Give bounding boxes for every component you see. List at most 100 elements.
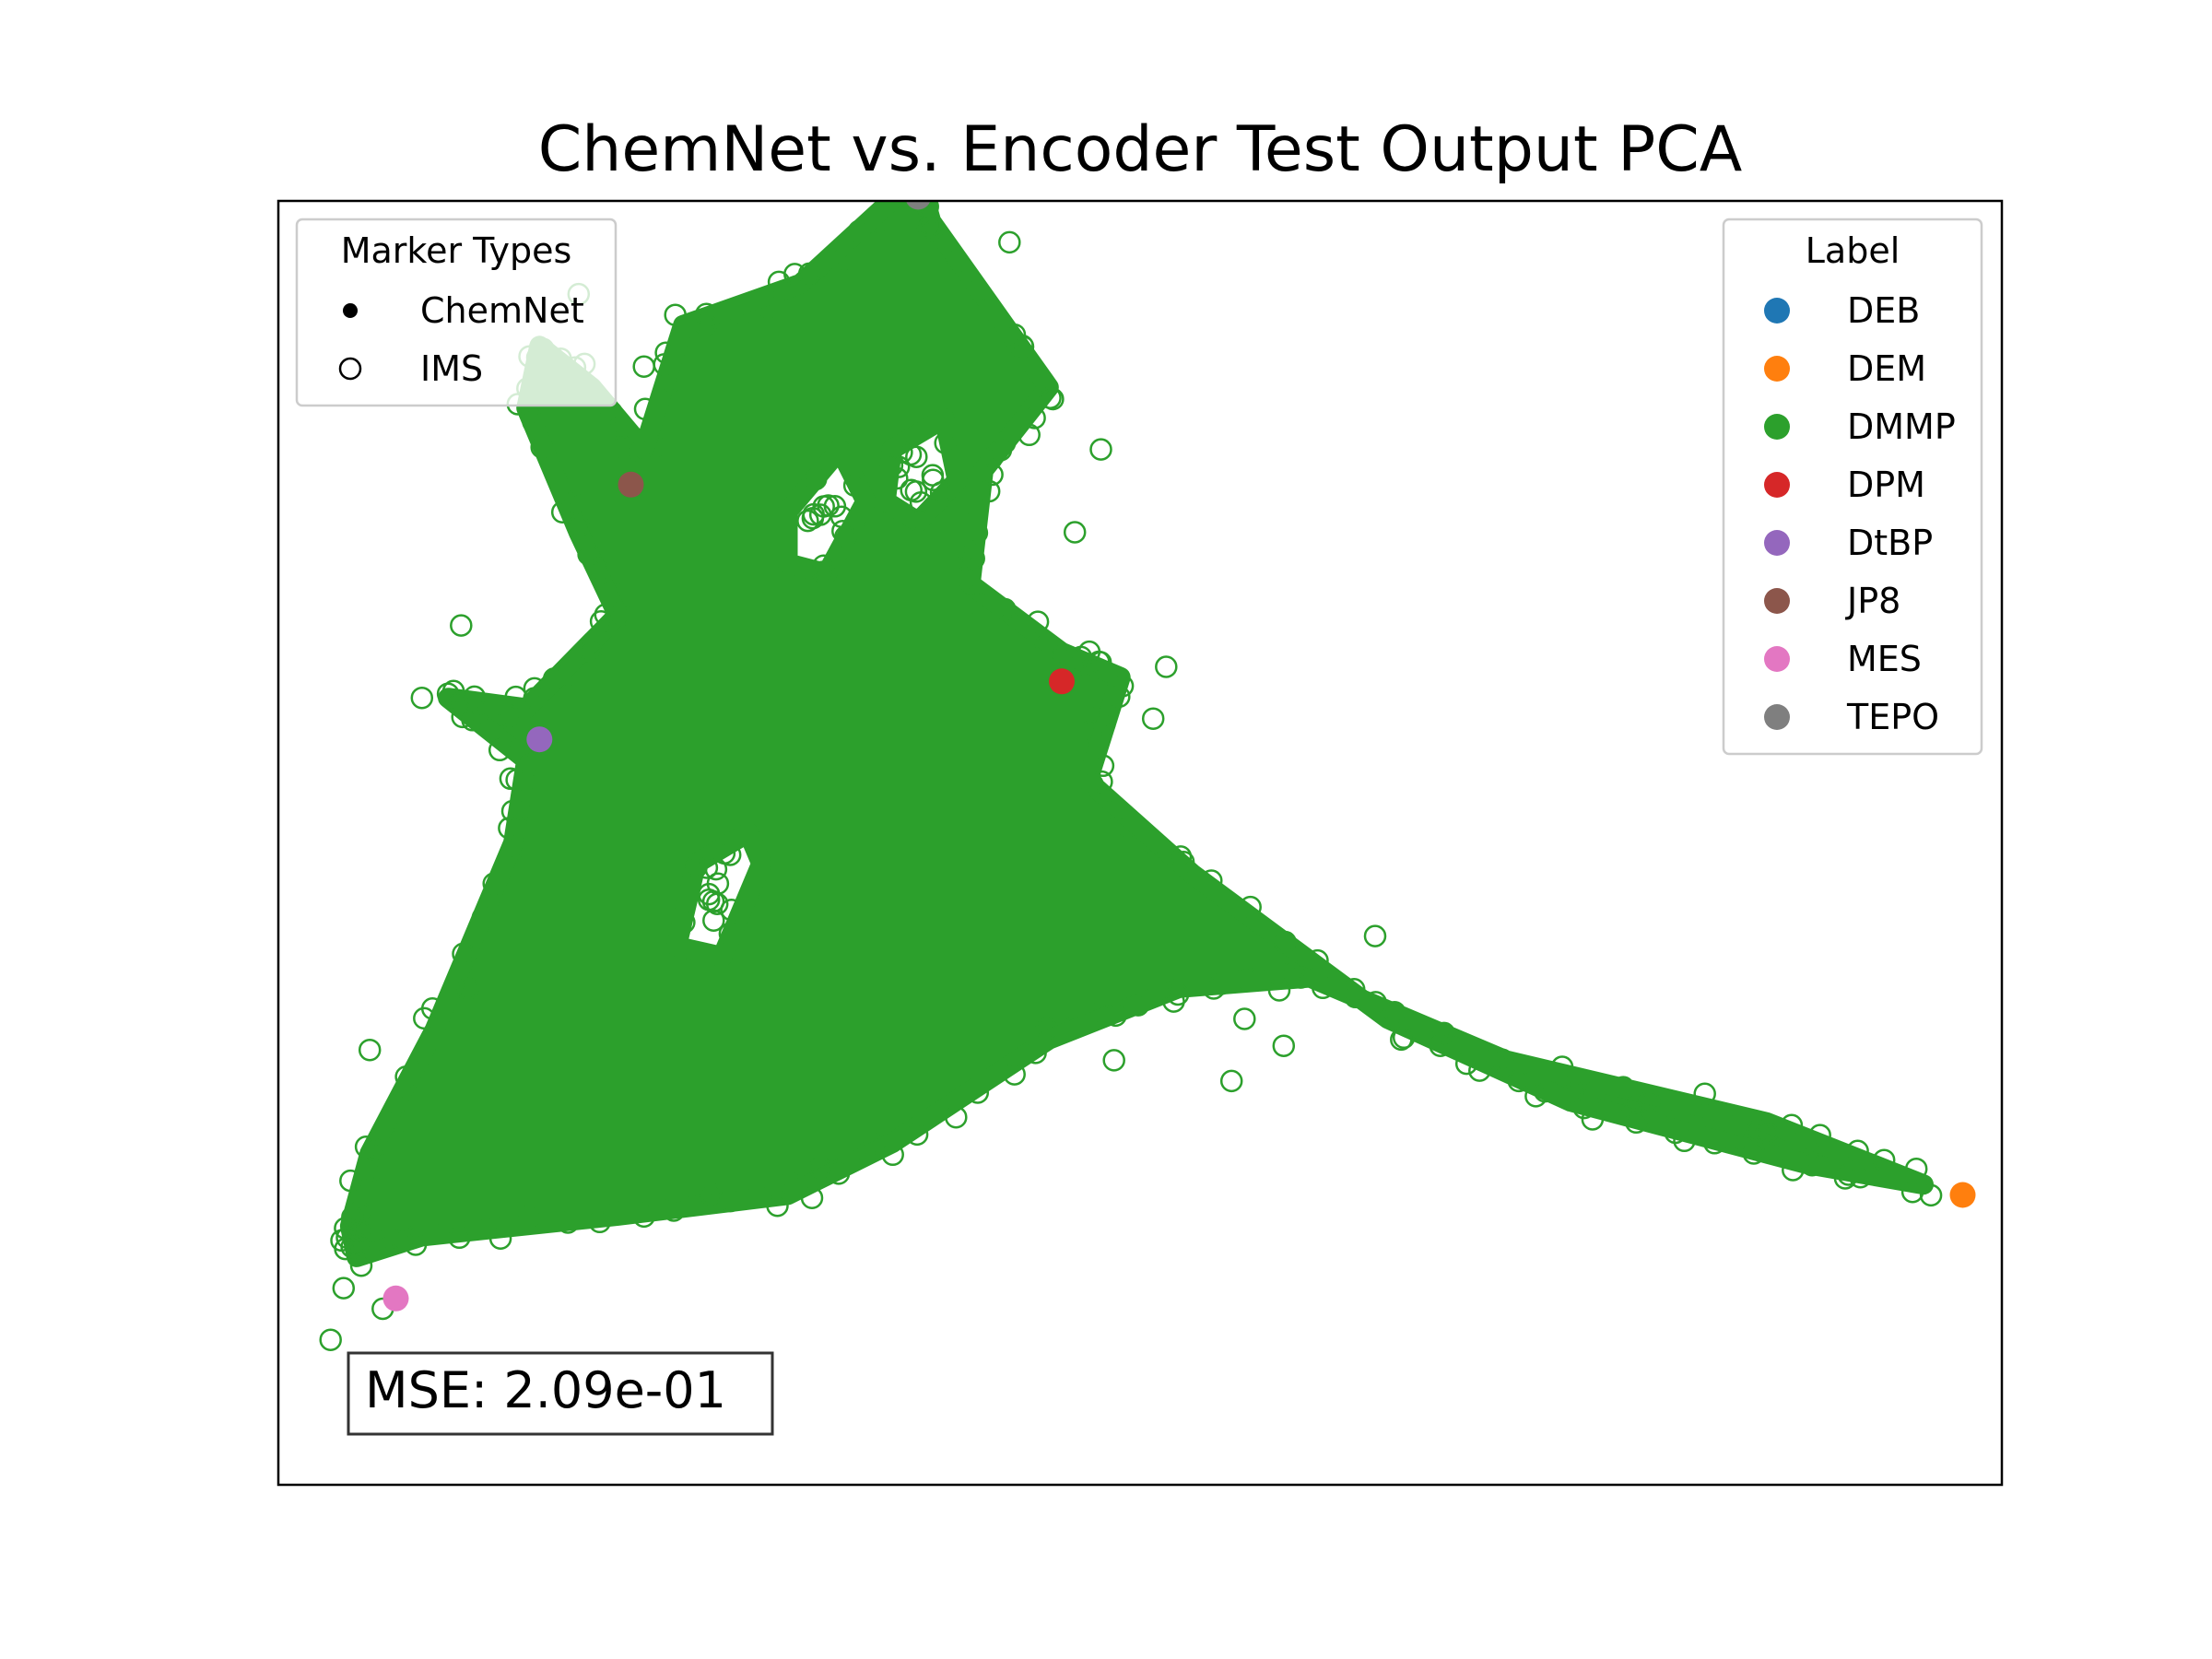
ims-dmmp-outlier-point — [1507, 1069, 1531, 1093]
ims-dmmp-point — [456, 977, 479, 1000]
ims-dmmp-point — [552, 470, 576, 494]
marker-legend-ims: IMS — [420, 348, 483, 389]
mse-annotation: MSE: 2.09e-01 — [347, 1351, 774, 1436]
ims-dmmp-point — [766, 1194, 789, 1218]
ims-dmmp-point — [905, 1123, 929, 1147]
ims-dmmp-point — [673, 911, 696, 935]
ims-dmmp-point — [1062, 1017, 1086, 1040]
marker-legend-chemnet: ChemNet — [420, 290, 584, 331]
ims-dmmp-point — [1104, 1004, 1127, 1028]
ims-dmmp-point — [1060, 649, 1083, 673]
ims-dmmp-point — [1116, 815, 1140, 838]
ims-dmmp-point — [488, 1227, 512, 1250]
ims-dmmp-point — [517, 798, 541, 821]
legend-label-deb: DEB — [1847, 290, 1920, 331]
ims-dmmp-point — [757, 296, 780, 319]
ims-dmmp-point — [413, 1006, 436, 1030]
ims-dmmp-point — [966, 1081, 990, 1104]
ims-dmmp-point — [1496, 1055, 1520, 1078]
ims-dmmp-outlier-point — [1363, 924, 1387, 947]
plot-area — [319, 201, 1976, 1351]
ims-dmmp-point — [720, 898, 743, 922]
ims-dmmp-point — [832, 247, 855, 271]
ims-dmmp-point — [881, 1143, 904, 1167]
ims-dmmp-outlier-point — [1233, 1007, 1256, 1030]
ims-dmmp-point — [1035, 1018, 1058, 1041]
ims-dmmp-point — [448, 1226, 471, 1250]
ims-dmmp-point — [1874, 1159, 1898, 1182]
ims-dmmp-point — [610, 603, 634, 627]
ims-dmmp-point — [1799, 1143, 1823, 1166]
ims-dmmp-point — [1919, 1183, 1943, 1207]
ims-dmmp-point — [842, 474, 866, 497]
ims-dmmp-point — [347, 1200, 371, 1224]
ims-dmmp-outlier-point — [1742, 1142, 1766, 1165]
ims-dmmp-point — [463, 685, 487, 709]
ims-dmmp-point — [945, 1105, 968, 1129]
ims-dmmp-outlier-point — [1102, 1049, 1125, 1072]
marker-legend-box — [295, 218, 618, 407]
ims-dmmp-point — [1003, 1063, 1026, 1086]
legend-label-mes: MES — [1847, 639, 1922, 679]
ims-dmmp-point — [589, 557, 612, 580]
ims-dmmp-outlier-point — [1611, 1076, 1635, 1099]
ims-dmmp-point — [1026, 610, 1050, 633]
legend-label-dtbp: DtBP — [1847, 523, 1933, 563]
ims-dmmp-point — [577, 543, 600, 566]
legend-label-tepo: TEPO — [1846, 697, 1939, 737]
ims-dmmp-point — [1091, 754, 1115, 778]
ims-dmmp-point — [530, 436, 553, 459]
ims-dmmp-point — [1003, 323, 1027, 347]
ims-dmmp-point — [1035, 633, 1058, 656]
ims-dmmp-point — [386, 1093, 409, 1117]
ims-dmmp-point — [387, 1110, 410, 1133]
ims-dmmp-point — [1169, 845, 1193, 868]
ims-dmmp-point — [1746, 1119, 1769, 1143]
legend-swatch-deb — [1764, 298, 1790, 324]
ims-dmmp-point — [767, 270, 791, 294]
ims-dmmp-point — [1090, 1000, 1113, 1023]
ims-dmmp-point — [800, 1186, 824, 1209]
legend-label-jp8: JP8 — [1845, 581, 1900, 621]
legend-swatch-dem — [1764, 356, 1790, 382]
ims-dmmp-point — [1209, 972, 1232, 995]
ims-dmmp-point — [1141, 831, 1164, 854]
ims-dmmp-point — [499, 767, 523, 791]
ims-dmmp-outlier-point — [358, 1038, 382, 1062]
ims-dmmp-outlier-point — [1572, 1096, 1595, 1120]
ims-dmmp-point — [340, 1235, 363, 1259]
ims-dmmp-point — [1274, 930, 1297, 954]
ims-dmmp-point — [1904, 1157, 1928, 1181]
ims-dmmp-point — [600, 580, 624, 604]
ims-dmmp-point — [461, 709, 484, 732]
ims-dmmp-point — [804, 467, 828, 491]
legend-swatch-tepo — [1764, 704, 1790, 730]
ims-dmmp-point — [1064, 654, 1087, 678]
ims-dmmp-point — [1849, 1165, 1872, 1189]
ims-dmmp-point — [627, 439, 650, 462]
ims-dmmp-point — [632, 1205, 655, 1229]
label-legend-box — [1722, 218, 1983, 756]
ims-dmmp-point — [812, 554, 835, 577]
ims-dmmp-outlier-point — [1638, 1090, 1661, 1113]
ims-dmmp-point — [662, 1199, 686, 1222]
ims-dmmp-point — [1090, 770, 1113, 794]
legend-swatch-dpm — [1764, 472, 1790, 498]
ims-dmmp-point — [1780, 1113, 1804, 1137]
ims-dmmp-point — [855, 1139, 878, 1162]
ims-dmmp-point — [1454, 1052, 1478, 1076]
ims-dmmp-outlier-point — [1429, 1034, 1453, 1057]
ims-dmmp-point — [471, 906, 495, 929]
ims-dmmp-point — [660, 370, 683, 393]
ims-dmmp-outlier-point — [1312, 976, 1335, 1000]
ims-dmmp-point — [953, 567, 976, 590]
ims-dmmp-point — [989, 439, 1013, 462]
ims-dmmp-point — [603, 1200, 627, 1224]
ims-dmmp-point — [981, 463, 1004, 487]
ims-dmmp-point — [1490, 1048, 1514, 1072]
legend-label-dem: DEM — [1847, 348, 1926, 389]
ims-dmmp-point — [1392, 1026, 1416, 1050]
ims-dmmp-point — [500, 799, 524, 823]
ims-dmmp-point — [394, 1065, 418, 1088]
